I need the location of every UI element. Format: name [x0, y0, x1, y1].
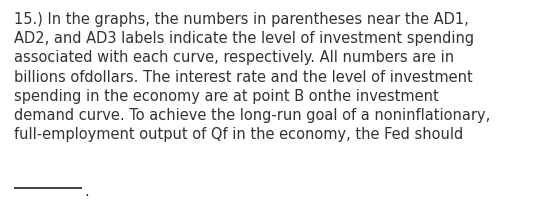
- Text: 15.) In the graphs, the numbers in parentheses near the AD1,
AD2, and AD3 labels: 15.) In the graphs, the numbers in paren…: [14, 12, 490, 142]
- Text: .: .: [84, 184, 89, 199]
